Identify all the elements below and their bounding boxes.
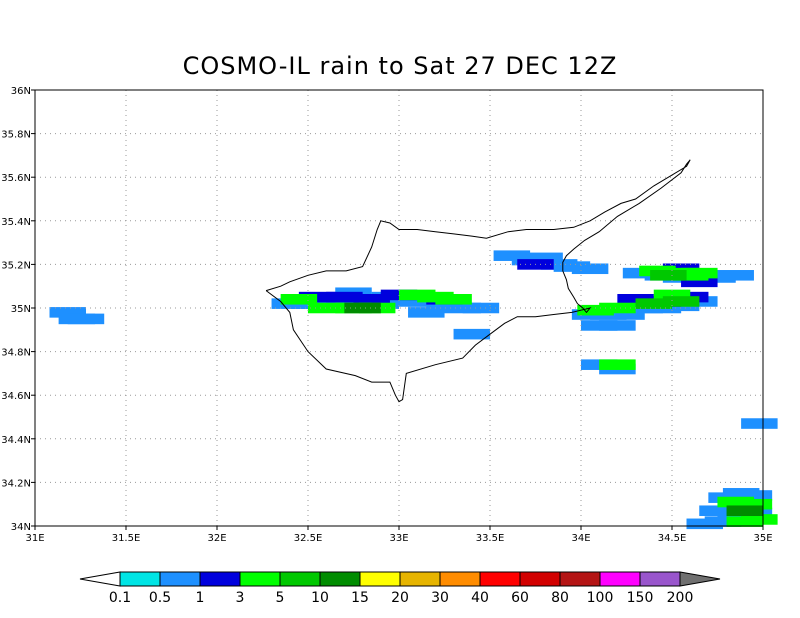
rain-cell bbox=[599, 302, 636, 314]
colorbar-label: 200 bbox=[667, 590, 694, 606]
colorbar-label: 80 bbox=[551, 590, 569, 606]
rain-cell bbox=[326, 291, 363, 303]
rain-cell bbox=[526, 252, 563, 264]
lat-tick-label: 34.8N bbox=[1, 348, 31, 359]
colorbar-label: 100 bbox=[587, 590, 614, 606]
lat-tick-label: 35.6N bbox=[1, 173, 31, 184]
rain-cell bbox=[608, 309, 645, 320]
lon-tick-label: 35E bbox=[753, 533, 772, 544]
colorbar-label: 0.1 bbox=[109, 590, 131, 606]
rain-cell bbox=[599, 359, 636, 370]
lon-tick-label: 33E bbox=[389, 533, 408, 544]
colorbar-swatch bbox=[399, 571, 441, 587]
map-title: COSMO-IL rain to Sat 27 DEC 12Z bbox=[182, 52, 618, 80]
colorbar-swatch bbox=[639, 571, 681, 587]
colorbar-swatch bbox=[319, 571, 361, 587]
colorbar-swatch bbox=[519, 571, 561, 587]
colorbar-swatch bbox=[359, 571, 401, 587]
colorbar-label: 40 bbox=[471, 590, 489, 606]
colorbar-swatch bbox=[279, 571, 321, 587]
rain-cell bbox=[67, 313, 105, 325]
rain-cell bbox=[741, 418, 778, 429]
lat-tick-label: 35N bbox=[11, 304, 31, 315]
lat-tick-label: 34N bbox=[11, 522, 31, 533]
colorbar-swatch bbox=[559, 571, 601, 587]
rain-cell bbox=[717, 270, 754, 281]
colorbar-label: 1 bbox=[196, 590, 205, 606]
rain-cell bbox=[650, 270, 687, 281]
rain-cell bbox=[353, 294, 390, 305]
rain-cell bbox=[453, 328, 491, 340]
lon-tick-label: 32E bbox=[207, 533, 226, 544]
lat-tick-label: 35.2N bbox=[1, 260, 31, 271]
cyprus-coastline bbox=[265, 159, 691, 403]
rain-cell bbox=[571, 263, 609, 275]
colorbar-label: 60 bbox=[511, 590, 529, 606]
lon-tick-labels: 31E 31.5E 32E 32.5E 33E 33.5E 34E 34.5E 35E bbox=[25, 526, 773, 544]
colorbar: 0.1 0.5 1 3 5 10 15 20 30 40 60 80 100 150 200 bbox=[79, 571, 721, 606]
colorbar-label: 20 bbox=[391, 590, 409, 606]
rain-cell bbox=[735, 490, 773, 501]
colorbar-swatch bbox=[119, 571, 161, 587]
rain-cell bbox=[344, 302, 381, 314]
colorbar-label: 150 bbox=[627, 590, 654, 606]
colorbar-label: 15 bbox=[351, 590, 369, 606]
lat-tick-labels: 34N 34.2N 34.4N 34.6N 34.8N 35N 35.2N 35.4N 35.6… bbox=[1, 86, 35, 533]
lat-tick-label: 34.4N bbox=[1, 435, 31, 446]
colorbar-label: 5 bbox=[276, 590, 285, 606]
lon-tick-label: 32.5E bbox=[294, 533, 323, 544]
colorbar-swatch bbox=[439, 571, 481, 587]
colorbar-label: 0.5 bbox=[149, 590, 171, 606]
rain-cell bbox=[735, 498, 773, 510]
lat-tick-label: 34.6N bbox=[1, 391, 31, 402]
colorbar-swatch bbox=[599, 571, 641, 587]
lat-tick-label: 36N bbox=[11, 86, 31, 97]
colorbar-swatch bbox=[479, 571, 521, 587]
rain-layer bbox=[49, 250, 778, 530]
lon-tick-label: 31.5E bbox=[112, 533, 141, 544]
colorbar-swatch bbox=[239, 571, 281, 587]
colorbar-label: 3 bbox=[236, 590, 245, 606]
rain-cell bbox=[653, 289, 691, 301]
rain-cell bbox=[435, 294, 472, 305]
rain-cell bbox=[662, 296, 700, 307]
colorbar-swatch bbox=[159, 571, 201, 587]
rain-cell bbox=[681, 276, 718, 288]
lon-tick-label: 34.5E bbox=[658, 533, 687, 544]
colorbar-under-triangle bbox=[79, 571, 121, 587]
rain-cell bbox=[599, 320, 636, 331]
colorbar-over-triangle bbox=[679, 571, 721, 587]
rain-cell bbox=[408, 307, 445, 318]
rain-cell bbox=[741, 514, 778, 525]
lat-tick-label: 35.8N bbox=[1, 130, 31, 141]
rain-cell bbox=[726, 505, 764, 517]
rain-cell bbox=[681, 267, 718, 279]
colorbar-label: 10 bbox=[311, 590, 329, 606]
lon-tick-label: 34E bbox=[571, 533, 590, 544]
rain-cell bbox=[280, 294, 318, 305]
rain-cell bbox=[577, 304, 614, 316]
rain-cell bbox=[49, 307, 87, 318]
colorbar-swatch bbox=[199, 571, 241, 587]
lat-tick-label: 35.4N bbox=[1, 217, 31, 228]
rain-cell bbox=[307, 302, 345, 314]
lon-tick-label: 33.5E bbox=[476, 533, 505, 544]
lat-tick-label: 34.2N bbox=[1, 478, 31, 489]
lon-tick-label: 31E bbox=[25, 533, 44, 544]
rain-cell bbox=[635, 298, 673, 309]
colorbar-label: 30 bbox=[431, 590, 449, 606]
rain-cell bbox=[704, 516, 742, 527]
